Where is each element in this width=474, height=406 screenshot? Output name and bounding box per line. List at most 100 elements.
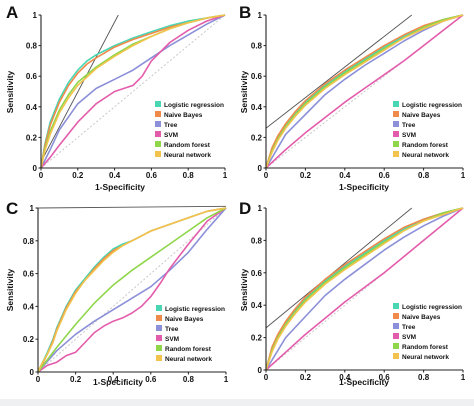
y-tick-label: 1 — [258, 204, 263, 213]
roc-chart-b: 0 0.2 0.4 0.6 0.8 1 0 0.2 0.4 0.6 0.8 1 1-Specificit… — [239, 3, 466, 192]
legend-label: Random forest — [164, 142, 211, 149]
x-tick-label: 0.8 — [418, 171, 430, 180]
y-tick-label: 0.8 — [26, 42, 38, 51]
legend-swatch — [156, 315, 162, 321]
roc-series-svm — [37, 207, 227, 373]
legend-swatch — [393, 353, 399, 359]
roc-series-logistic-regression — [40, 14, 226, 169]
panel-d: 0 0.2 0.4 0.6 0.8 1 0 0.2 0.4 0.6 0.8 1 1-Specificit… — [237, 199, 474, 399]
legend-swatch — [393, 101, 399, 107]
legend-label: Neural network — [164, 152, 211, 159]
legend-swatch — [393, 343, 399, 349]
y-tick-label: 0.2 — [251, 133, 263, 142]
tangent-line — [40, 14, 119, 163]
roc-series-random-forest — [37, 207, 227, 373]
legend-label: SVM — [164, 132, 178, 139]
legend-swatch — [393, 111, 399, 117]
legend-label: Random forest — [402, 142, 449, 149]
x-axis-title: 1-Specificity — [95, 182, 145, 192]
legend-label: Tree — [165, 326, 179, 333]
y-tick-label: 0.4 — [26, 103, 38, 112]
legend-swatch — [155, 111, 161, 117]
x-tick-label: 0.4 — [109, 171, 121, 180]
legend-label: Naive Bayes — [165, 316, 204, 323]
legend-label: Random forest — [402, 344, 449, 351]
roc-series-neural-network — [37, 207, 227, 373]
x-tick-label: 0.2 — [70, 375, 82, 384]
x-tick-label: 0.8 — [183, 375, 195, 384]
roc-series-tree — [265, 207, 464, 371]
roc-series-neural-network — [265, 14, 464, 169]
y-tick-label: 0.6 — [251, 269, 263, 278]
x-tick-label: 1 — [461, 373, 466, 382]
legend-label: Naive Bayes — [164, 112, 203, 119]
y-tick-label: 0.4 — [23, 302, 35, 311]
y-tick-label: 1 — [30, 204, 35, 213]
roc-series-naive-bayes — [265, 14, 464, 169]
roc-series-svm — [40, 14, 226, 169]
panel-letter: C — [6, 199, 18, 218]
legend-swatch — [393, 323, 399, 329]
x-tick-label: 0.4 — [339, 373, 351, 382]
x-tick-label: 0.4 — [339, 171, 351, 180]
bottom-margin-strip — [0, 399, 474, 406]
legend-label: Tree — [402, 122, 416, 129]
tangent-line — [265, 14, 413, 129]
legend-swatch — [393, 121, 399, 127]
roc-chart-a: 0 0.2 0.4 0.6 0.8 1 0 0.2 0.4 0.6 0.8 1 1-Specificit… — [5, 3, 228, 192]
x-tick-label: 0.8 — [183, 171, 195, 180]
legend-swatch — [393, 131, 399, 137]
reference-diagonal — [37, 207, 227, 373]
y-tick-label: 0 — [30, 368, 35, 377]
y-tick-label: 1 — [33, 11, 38, 20]
legend-swatch — [156, 355, 162, 361]
legend-swatch — [393, 333, 399, 339]
roc-series-svm — [265, 14, 464, 169]
legend-label: Logistic regression — [164, 102, 224, 109]
legend-label: Neural network — [402, 152, 449, 159]
y-tick-label: 0.8 — [251, 236, 263, 245]
y-tick-label: 0.8 — [251, 42, 263, 51]
tangent-line — [265, 207, 413, 329]
x-axis-title: 1-Specificity — [339, 377, 389, 387]
y-tick-label: 0 — [258, 366, 263, 375]
legend-swatch — [155, 131, 161, 137]
panel-b: 0 0.2 0.4 0.6 0.8 1 0 0.2 0.4 0.6 0.8 1 1-Specificit… — [237, 0, 474, 200]
panel-letter: B — [239, 3, 251, 22]
roc-series-svm — [265, 207, 464, 371]
x-tick-label: 0.6 — [145, 375, 157, 384]
legend-swatch — [156, 345, 162, 351]
roc-series-random-forest — [265, 14, 464, 169]
y-axis-title: Sensitivity — [5, 268, 15, 311]
x-tick-label: 0.2 — [300, 373, 312, 382]
x-tick-label: 0.6 — [379, 373, 391, 382]
legend-swatch — [156, 335, 162, 341]
legend-swatch — [393, 151, 399, 157]
legend-swatch — [156, 325, 162, 331]
legend-swatch — [155, 141, 161, 147]
legend-label: SVM — [165, 336, 179, 343]
x-tick-label: 1 — [223, 171, 228, 180]
x-tick-label: 0 — [39, 171, 44, 180]
legend-label: SVM — [402, 132, 416, 139]
legend-label: Neural network — [165, 356, 212, 363]
roc-series-tree — [40, 14, 226, 169]
roc-chart-d: 0 0.2 0.4 0.6 0.8 1 0 0.2 0.4 0.6 0.8 1 1-Specificit… — [239, 199, 466, 387]
panel-c: 0 0.2 0.4 0.6 0.8 1 0 0.2 0.4 0.6 0.8 1 1-Specificit… — [0, 199, 237, 399]
tangent-line — [37, 205, 227, 209]
panel-a: 0 0.2 0.4 0.6 0.8 1 0 0.2 0.4 0.6 0.8 1 1-Specificit… — [0, 0, 237, 200]
x-axis-title: 1-Specificity — [339, 182, 389, 192]
legend-swatch — [155, 101, 161, 107]
roc-chart-c: 0 0.2 0.4 0.6 0.8 1 0 0.2 0.4 0.6 0.8 1 1-Specificit… — [5, 199, 229, 387]
legend-label: Random forest — [165, 346, 212, 353]
y-tick-label: 0.8 — [23, 237, 35, 246]
y-tick-label: 0 — [33, 164, 38, 173]
roc-series-tree — [37, 207, 227, 373]
roc-series-tree — [265, 14, 464, 169]
x-tick-label: 0.2 — [72, 171, 84, 180]
y-axis-title: Sensitivity — [5, 70, 15, 113]
y-tick-label: 0 — [258, 164, 263, 173]
x-tick-label: 0.4 — [108, 375, 120, 384]
legend-swatch — [155, 151, 161, 157]
legend-swatch — [393, 141, 399, 147]
